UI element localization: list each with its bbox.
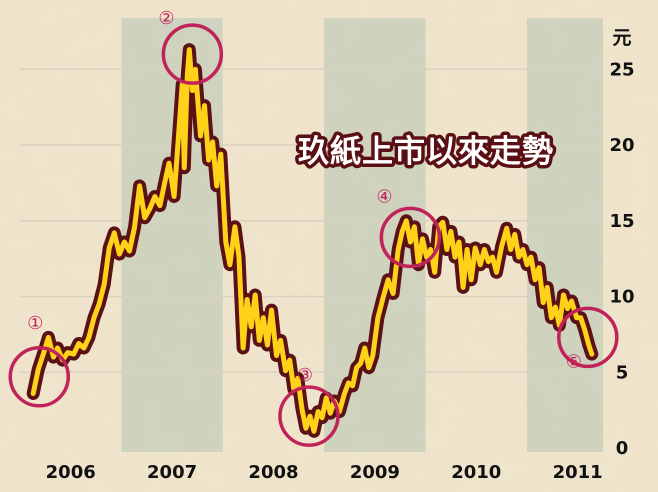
x-tick-label: 2011 bbox=[553, 462, 603, 483]
year-band bbox=[526, 18, 603, 452]
x-tick-label: 2010 bbox=[451, 462, 501, 483]
marker-circle bbox=[278, 385, 340, 447]
marker-label: ④ bbox=[376, 186, 392, 207]
series-line bbox=[30, 47, 595, 434]
x-tick-label: 2008 bbox=[248, 462, 298, 483]
y-tick-label: 0 bbox=[616, 438, 629, 459]
marker-label: ② bbox=[158, 8, 174, 29]
x-tick-label: 2006 bbox=[46, 462, 96, 483]
marker-circle bbox=[161, 23, 224, 85]
marker-label: ③ bbox=[297, 365, 313, 386]
y-tick-label: 10 bbox=[609, 287, 634, 308]
x-tick-label: 2007 bbox=[147, 462, 197, 483]
x-tick-label: 2009 bbox=[350, 462, 400, 483]
y-tick-label: 20 bbox=[609, 135, 634, 156]
chart-title: 玖紙上市以來走勢 bbox=[298, 134, 554, 170]
y-axis: 0 5 10 15 20 25 bbox=[609, 59, 634, 459]
y-tick-label: 5 bbox=[616, 362, 629, 383]
y-tick-label: 15 bbox=[609, 211, 634, 232]
marker-circle bbox=[557, 306, 619, 369]
y-tick-label: 25 bbox=[609, 59, 634, 80]
price-series bbox=[26, 43, 599, 438]
marker-circle bbox=[379, 206, 442, 269]
gridlines bbox=[20, 68, 603, 373]
x-axis: 2006 2007 2008 2009 2010 2011 bbox=[46, 462, 603, 483]
marker-label: ① bbox=[27, 313, 43, 334]
event-markers: ① ② ③ ④ ⑤ bbox=[8, 8, 619, 447]
marker-label: ⑤ bbox=[566, 351, 582, 372]
marker-circle bbox=[8, 346, 71, 408]
y-axis-unit: 元 bbox=[612, 27, 631, 49]
